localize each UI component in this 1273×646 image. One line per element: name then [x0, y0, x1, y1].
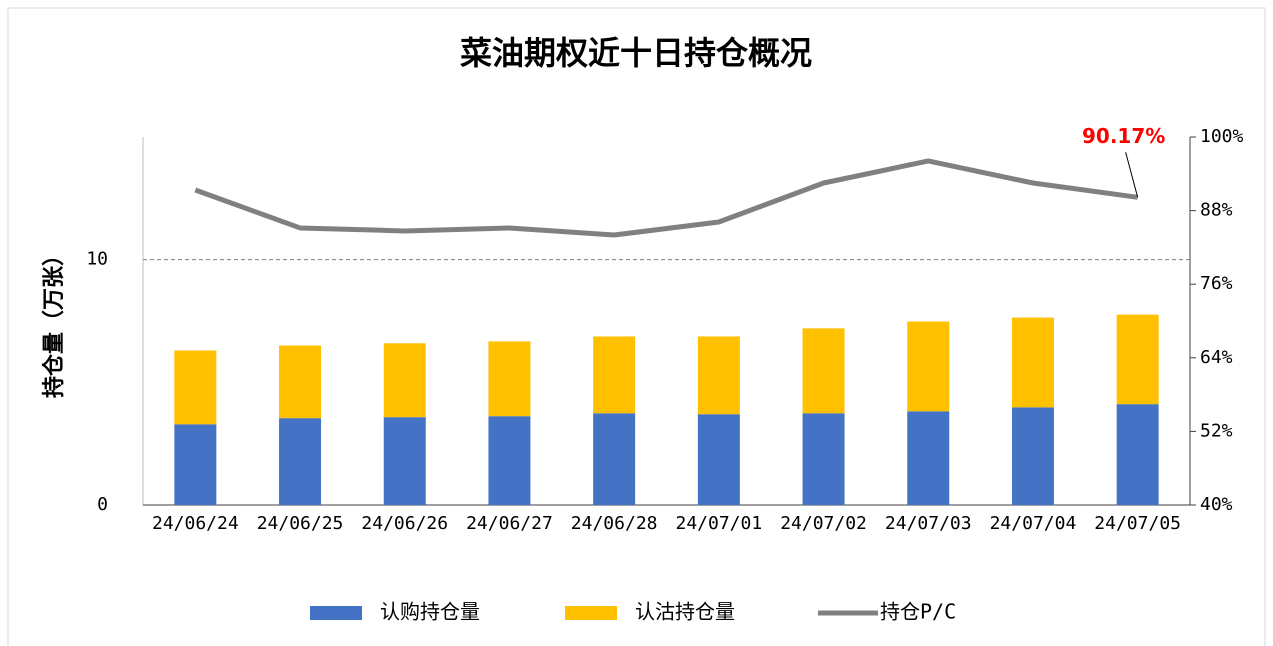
y2-tick-label: 100%: [1200, 126, 1244, 147]
bar: [383, 343, 426, 418]
bar: [697, 336, 740, 415]
bar: [383, 417, 426, 505]
bar: [907, 411, 950, 505]
chart-border: [7, 7, 1266, 646]
y2-tick-label: 40%: [1200, 494, 1233, 515]
bar: [1011, 317, 1054, 408]
legend-label: 认购持仓量: [380, 600, 480, 624]
bar: [1116, 404, 1159, 505]
label-leader: [1125, 152, 1139, 198]
bar: [593, 413, 636, 505]
bar: [279, 345, 322, 419]
line: [194, 158, 1138, 238]
y2-tick-label: 88%: [1200, 200, 1233, 221]
y2-tick-label: 76%: [1200, 273, 1233, 294]
legend-label: 认沽持仓量: [635, 600, 735, 624]
bar: [593, 336, 636, 414]
x-tick-label: 24/07/03: [885, 513, 972, 534]
chart-title: 菜油期权近十日持仓概况: [460, 34, 812, 72]
bar: [279, 418, 322, 505]
x-tick-label: 24/06/28: [571, 513, 658, 534]
bar: [907, 321, 950, 412]
data-label: 90.17%: [1082, 124, 1165, 148]
x-tick-label: 24/07/01: [675, 513, 762, 534]
bar: [1116, 314, 1159, 405]
y2-tick-label: 52%: [1200, 420, 1233, 441]
x-tick-label: 24/06/24: [152, 513, 239, 534]
x-tick-label: 24/07/05: [1094, 513, 1181, 534]
y-axis-label: 持仓量（万张）: [41, 244, 67, 398]
legend-label: 持仓P/C: [880, 600, 956, 624]
x-tick-label: 24/07/02: [780, 513, 867, 534]
x-tick-label: 24/06/27: [466, 513, 553, 534]
bar: [174, 424, 217, 505]
legend-swatch: [310, 606, 362, 620]
bar: [697, 414, 740, 505]
x-tick-label: 24/06/26: [361, 513, 448, 534]
bar: [802, 328, 845, 414]
y-tick-label: 10: [86, 249, 108, 270]
y2-tick-label: 64%: [1200, 347, 1233, 368]
x-tick-label: 24/07/04: [990, 513, 1077, 534]
legend-swatch: [565, 606, 617, 620]
bar: [1011, 407, 1054, 505]
bar: [488, 416, 531, 505]
bar: [802, 413, 845, 505]
x-tick-label: 24/06/25: [257, 513, 344, 534]
y-tick-label: 0: [97, 494, 108, 515]
bar: [174, 350, 217, 425]
bar: [488, 341, 531, 417]
